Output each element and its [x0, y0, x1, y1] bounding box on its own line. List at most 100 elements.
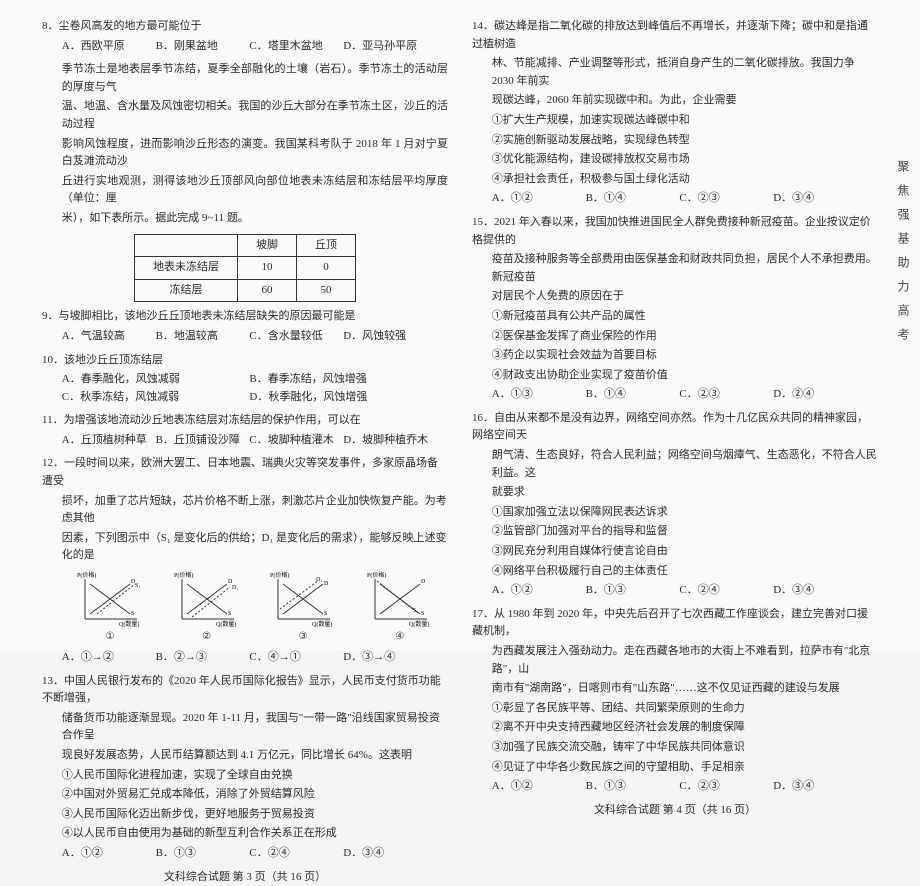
q17-opt-d: D．③④ — [773, 778, 867, 796]
q13-opt-b: B．①③ — [156, 845, 250, 863]
q16-i2: ②监管部门加强对平台的指导和监督 — [472, 523, 878, 541]
r2c3: 50 — [297, 279, 356, 302]
q13-options: A．①② B．①③ C．②④ D．③④ — [42, 845, 448, 863]
question-17: 17．从 1980 年到 2020 年，中央先后召开了七次西藏工作座谈会，建立完… — [472, 606, 878, 796]
q12-opt-a: A．①→② — [62, 649, 156, 667]
chart2-label: ② — [172, 629, 242, 645]
q10-opt-d: D．秋季融化，风蚀增强 — [249, 389, 437, 407]
chart4-label: ④ — [365, 629, 435, 645]
q16-l2: 朗气清、生态良好，符合人民利益；网络空间乌烟瘴气、生态恶化，不符合人民利益。这 — [472, 447, 878, 482]
q9-opt-d: D．风蚀较强 — [343, 328, 437, 346]
chart-3: P(价格) D₁ D S Q(数量) ③ — [268, 569, 338, 645]
q15-i2: ②医保基金发挥了商业保险的作用 — [472, 328, 878, 346]
side-tab: 聚焦强基助力高考 — [893, 160, 912, 352]
q15-i4: ④财政支出协助企业实现了疫苗价值 — [472, 367, 878, 385]
q10-opt-c: C．秋季冻结，风蚀减弱 — [62, 389, 250, 407]
q13-l2: 储备货币功能逐渐显现。2020 年 1-11 月，我国与"一带一路"沿线国家贸易… — [42, 710, 448, 745]
p2-l5: 米），如下表所示。据此完成 9~11 题。 — [62, 210, 448, 228]
th-top: 丘顶 — [297, 234, 356, 257]
q17-options: A．①② B．①③ C．②③ D．③④ — [472, 778, 878, 796]
table-row: 坡脚 丘顶 — [135, 234, 356, 257]
q14-l3: 现碳达峰，2060 年前实现碳中和。为此，企业需要 — [472, 92, 878, 110]
q14-i1: ①扩大生产规模，加速实现碳达峰碳中和 — [472, 112, 878, 130]
q13-l3: 现良好发展态势，人民币结算额达到 4.1 万亿元，同比增长 64%。这表明 — [42, 747, 448, 765]
svg-text:S: S — [228, 611, 231, 617]
q17-l3: 南市有"湖南路"，日喀则市有"山东路"……这不仅见证西藏的建设与发展 — [472, 680, 878, 698]
q13-opt-a: A．①② — [62, 845, 156, 863]
q15-i1: ①新冠疫苗具有公共产品的属性 — [472, 308, 878, 326]
q16-i1: ①国家加强立法以保障网民表达诉求 — [472, 504, 878, 522]
q11-opt-a: A．丘顶植树种草 — [62, 432, 156, 450]
svg-text:P(价格): P(价格) — [270, 571, 289, 579]
question-11: 11．为增强该地流动沙丘地表冻结层对冻结层的保护作用，可以在 A．丘顶植树种草 … — [42, 412, 448, 449]
svg-text:S: S — [421, 611, 424, 617]
q16-options: A．①② B．①③ C．②④ D．③④ — [472, 582, 878, 600]
q12-l2: 损坏，加重了芯片短缺，芯片价格不断上涨，刺激芯片企业加快恢复产能。为考虑其他 — [42, 493, 448, 528]
left-column: 8．尘卷风高发的地方最可能位于 A．西欧平原 B．刚果盆地 C．塔里木盆地 D．… — [30, 18, 460, 641]
svg-text:Q(数量): Q(数量) — [216, 620, 236, 627]
q14-opt-b: B．①④ — [586, 190, 680, 208]
q15-l1: 15．2021 年入春以来，我国加快推进国民全人群免费接种新冠疫苗。企业按议定价… — [472, 214, 878, 249]
q8-opt-b: B．刚果盆地 — [156, 38, 250, 56]
svg-text:Q(数量): Q(数量) — [409, 620, 429, 627]
q13-opt-c: C．②④ — [249, 845, 343, 863]
q11-stem: 11．为增强该地流动沙丘地表冻结层对冻结层的保护作用，可以在 — [42, 412, 448, 430]
right-footer: 文科综合试题 第 4 页（共 16 页） — [472, 802, 878, 820]
q11-options: A．丘顶植树种草 B．丘顶铺设沙障 C．坡脚种植灌木 D．坡脚种植乔木 — [42, 432, 448, 450]
q12-opt-c: C．④→① — [249, 649, 343, 667]
r2c2: 60 — [238, 279, 297, 302]
q11-opt-b: B．丘顶铺设沙障 — [156, 432, 250, 450]
q17-i3: ③加强了民族交流交融，铸牢了中华民族共同体意识 — [472, 739, 878, 757]
q13-l1: 13．中国人民银行发布的《2020 年人民币国际化报告》显示，人民币支付货币功能… — [42, 673, 448, 708]
q17-l1: 17．从 1980 年到 2020 年，中央先后召开了七次西藏工作座谈会，建立完… — [472, 606, 878, 641]
q17-opt-a: A．①② — [492, 778, 586, 796]
q15-opt-b: B．①④ — [586, 386, 680, 404]
q17-i2: ②离不开中央支持西藏地区经济社会发展的制度保障 — [472, 719, 878, 737]
q11-opt-c: C．坡脚种植灌木 — [249, 432, 343, 450]
q12-opt-b: B．②→③ — [156, 649, 250, 667]
q17-i1: ①彰显了各民族平等、团结、共同繁荣原则的生命力 — [472, 700, 878, 718]
th-blank — [135, 234, 238, 257]
q14-l2: 林、节能减排、产业调整等形式，抵消自身产生的二氧化碳排放。我国力争 2030 年… — [472, 55, 878, 90]
svg-text:D₁: D₁ — [232, 585, 238, 591]
q9-opt-a: A．气温较高 — [62, 328, 156, 346]
question-15: 15．2021 年入春以来，我国加快推进国民全人群免费接种新冠疫苗。企业按议定价… — [472, 214, 878, 404]
q11-opt-d: D．坡脚种植乔木 — [343, 432, 437, 450]
p2-l1: 季节冻土是地表层季节冻结，夏季全部融化的土壤（岩石）。季节冻土的活动层的厚度与气 — [62, 61, 448, 96]
table-row: 地表未冻结层 10 0 — [135, 257, 356, 280]
q16-l1: 16．自由从来都不是没有边界，网络空间亦然。作为十几亿民众共同的精神家园，网络空… — [472, 410, 878, 445]
q14-i2: ②实施创新驱动发展战略，实现绿色转型 — [472, 132, 878, 150]
freeze-layer-table: 坡脚 丘顶 地表未冻结层 10 0 冻结层 60 50 — [134, 234, 356, 303]
p2-l3: 影响风蚀程度，进而影响沙丘形态的演变。我国某科考队于 2018 年 1 月对宁夏… — [62, 136, 448, 171]
passage-9-11: 季节冻土是地表层季节冻结，夏季全部融化的土壤（岩石）。季节冻土的活动层的厚度与气… — [42, 61, 448, 227]
q15-options: A．①③ B．①④ C．②③ D．②④ — [472, 386, 878, 404]
q8-opt-d: D．亚马孙平原 — [343, 38, 437, 56]
r1c1: 地表未冻结层 — [135, 257, 238, 280]
q15-opt-d: D．②④ — [773, 386, 867, 404]
q14-opt-a: A．①② — [492, 190, 586, 208]
q13-i4: ④以人民币自由使用为基础的新型互利合作关系正在形成 — [42, 825, 448, 843]
q10-stem: 10．该地沙丘丘顶冻结层 — [42, 352, 448, 370]
q10-options-2: C．秋季冻结，风蚀减弱 D．秋季融化，风蚀增强 — [42, 389, 448, 407]
question-10: 10．该地沙丘丘顶冻结层 A．春季融化，风蚀减弱 B．春季冻结，风蚀增强 C．秋… — [42, 352, 448, 407]
axis-p: P(价格) — [77, 571, 96, 579]
q12-options: A．①→② B．②→③ C．④→① D．③→④ — [42, 649, 448, 667]
q16-i4: ④网络平台积极履行自己的主体责任 — [472, 563, 878, 581]
q13-i3: ③人民币国际化迈出新步伐，更好地服务于贸易投资 — [42, 806, 448, 824]
q10-options-1: A．春季融化，风蚀减弱 B．春季冻结，风蚀增强 — [42, 371, 448, 389]
q8-opt-a: A．西欧平原 — [62, 38, 156, 56]
svg-text:D: D — [324, 581, 329, 587]
q17-opt-c: C．②③ — [679, 778, 773, 796]
q9-opt-c: C．含水量较低 — [249, 328, 343, 346]
r1c2: 10 — [238, 257, 297, 280]
q14-opt-d: D．③④ — [773, 190, 867, 208]
svg-text:S: S — [324, 611, 327, 617]
q15-i3: ③药企以实现社会效益为首要目标 — [472, 347, 878, 365]
r2c1: 冻结层 — [135, 279, 238, 302]
q10-opt-a: A．春季融化，风蚀减弱 — [62, 371, 250, 389]
q13-i1: ①人民币国际化进程加速，实现了全球自由兑换 — [42, 767, 448, 785]
svg-text:Q(数量): Q(数量) — [312, 620, 332, 627]
svg-text:D₁: D₁ — [316, 577, 322, 583]
q14-i3: ③优化能源结构，建设碳排放权交易市场 — [472, 151, 878, 169]
chart1-label: ① — [75, 629, 145, 645]
